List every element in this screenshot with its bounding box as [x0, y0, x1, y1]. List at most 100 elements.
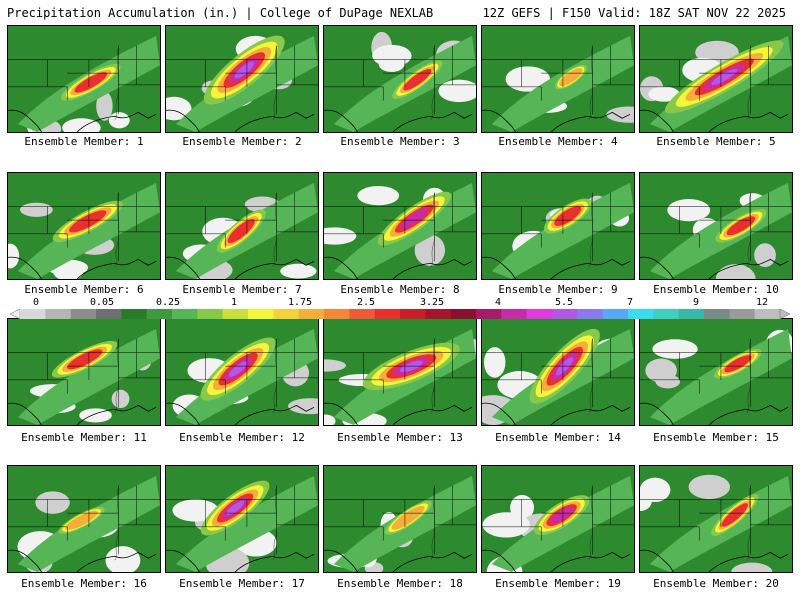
- colorbar-swatch: [476, 309, 502, 319]
- ensemble-panel-2: [165, 25, 319, 133]
- precip-map-8: [324, 182, 476, 279]
- river: [588, 338, 594, 414]
- river: [114, 485, 120, 561]
- dry-area: [438, 79, 476, 103]
- coastline: [166, 549, 315, 572]
- precip-contour: [559, 68, 583, 87]
- coastline: [482, 109, 631, 132]
- ensemble-panel-10: [639, 172, 793, 280]
- colorbar-swatch: [248, 309, 274, 319]
- precip-contour: [400, 208, 429, 229]
- ensemble-member-label: Ensemble Member: 6: [24, 283, 144, 296]
- dry-area: [288, 398, 318, 415]
- dry-area: [62, 118, 101, 132]
- ensemble-member-label: Ensemble Member: 8: [340, 283, 460, 296]
- colorbar: [10, 309, 790, 319]
- coastline: [482, 549, 631, 572]
- colorbar-tick-label: 1: [230, 297, 238, 308]
- colorbar-swatch: [298, 309, 325, 319]
- colorbar-tick-label: 3.25: [419, 297, 445, 308]
- dry-area: [606, 106, 634, 123]
- colorbar-swatch: [172, 309, 198, 319]
- ensemble-member-label: Ensemble Member: 9: [498, 283, 618, 296]
- dry-area: [357, 186, 400, 206]
- coastline: [324, 256, 473, 279]
- state-border: [166, 526, 226, 541]
- dry-area: [172, 499, 219, 522]
- run-info: 12Z GEFS | F150 Valid: 18Z SAT NOV 22 20…: [482, 6, 786, 20]
- dry-area: [35, 491, 70, 514]
- page-title: Precipitation Accumulation (in.) | Colle…: [7, 6, 434, 20]
- state-border: [8, 526, 68, 541]
- precip-map-10: [640, 182, 792, 279]
- colorbar-swatch: [754, 309, 781, 319]
- river: [588, 485, 594, 561]
- precip-map-18: [324, 475, 476, 572]
- colorbar-swatch: [400, 309, 426, 319]
- state-border: [324, 233, 384, 248]
- colorbar-swatch: [425, 309, 451, 319]
- precip-contour: [234, 61, 255, 79]
- colorbar-swatch: [273, 309, 299, 319]
- precip-map-16: [8, 475, 160, 572]
- ensemble-panel-16: [7, 465, 161, 573]
- coastline: [166, 402, 315, 425]
- dry-area: [754, 243, 776, 268]
- state-border: [8, 86, 68, 101]
- ensemble-member-label: Ensemble Member: 7: [182, 283, 302, 296]
- ensemble-panel-20: [639, 465, 793, 573]
- coastline: [324, 549, 473, 572]
- colorbar-swatch: [526, 309, 553, 319]
- state-border: [324, 86, 384, 101]
- colorbar-graphic: [10, 309, 790, 319]
- precip-map-14: [482, 328, 634, 425]
- coastline: [640, 109, 789, 132]
- coastline: [640, 549, 789, 572]
- coastline: [8, 109, 157, 132]
- ensemble-member-label: Ensemble Member: 13: [337, 431, 463, 444]
- precip-map-20: [640, 474, 792, 572]
- colorbar-swatch: [577, 309, 603, 319]
- colorbar-swatch: [222, 309, 249, 319]
- precip-contour: [66, 349, 103, 370]
- ensemble-panel-15: [639, 318, 793, 426]
- ensemble-panel-12: [165, 318, 319, 426]
- colorbar-swatch: [729, 309, 755, 319]
- colorbar-swatch: [121, 309, 147, 319]
- dry-area: [483, 347, 506, 378]
- precip-map-12: [166, 328, 318, 425]
- colorbar-max-arrow: [779, 309, 790, 319]
- precip-contour: [69, 210, 107, 233]
- state-border: [640, 233, 700, 248]
- colorbar-swatch: [349, 309, 375, 319]
- coastline: [640, 402, 789, 425]
- coastline: [324, 109, 473, 132]
- river: [746, 338, 752, 414]
- ensemble-panel-6: [7, 172, 161, 280]
- ensemble-panel-3: [323, 25, 477, 133]
- state-border: [8, 379, 68, 394]
- ensemble-member-label: Ensemble Member: 17: [179, 577, 305, 590]
- precip-map-1: [8, 35, 160, 132]
- ensemble-member-label: Ensemble Member: 16: [21, 577, 147, 590]
- colorbar-swatch: [70, 309, 97, 319]
- state-border: [482, 86, 542, 101]
- dry-area: [648, 86, 680, 102]
- dry-area: [652, 339, 698, 359]
- dry-area: [414, 234, 446, 266]
- ensemble-member-label: Ensemble Member: 18: [337, 577, 463, 590]
- dry-area: [20, 202, 53, 217]
- dry-area: [105, 546, 141, 572]
- colorbar-tick-label: 9: [692, 297, 700, 308]
- river: [114, 338, 120, 414]
- river: [430, 338, 436, 414]
- state-border: [482, 379, 542, 394]
- ensemble-member-label: Ensemble Member: 20: [653, 577, 779, 590]
- colorbar-tick-label: 0.25: [155, 297, 181, 308]
- precip-contour: [74, 72, 108, 93]
- precip-contour: [550, 506, 574, 524]
- precip-contour: [228, 361, 248, 377]
- ensemble-panel-19: [481, 465, 635, 573]
- ensemble-panel-8: [323, 172, 477, 280]
- colorbar-tick-label: 12: [755, 297, 769, 308]
